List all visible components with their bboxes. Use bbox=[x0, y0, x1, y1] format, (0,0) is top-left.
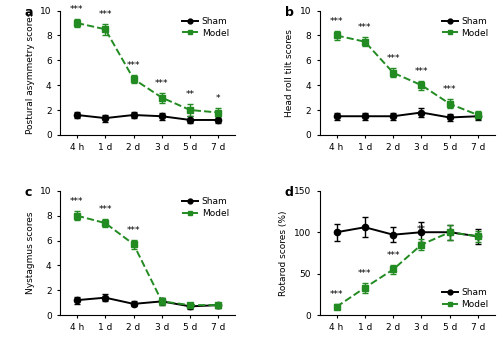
Text: ***: *** bbox=[127, 226, 140, 235]
Text: **: ** bbox=[417, 225, 426, 234]
Text: ***: *** bbox=[330, 17, 344, 26]
Text: ***: *** bbox=[70, 197, 84, 206]
Text: ***: *** bbox=[330, 290, 344, 299]
Legend: Sham, Model: Sham, Model bbox=[440, 286, 490, 310]
Y-axis label: Postural asymmetry scores: Postural asymmetry scores bbox=[26, 12, 35, 134]
Text: c: c bbox=[25, 186, 32, 199]
Y-axis label: Head roll tilt scores: Head roll tilt scores bbox=[285, 29, 294, 117]
Legend: Sham, Model: Sham, Model bbox=[440, 15, 490, 39]
Y-axis label: Rotarod scores (%): Rotarod scores (%) bbox=[280, 210, 288, 296]
Legend: Sham, Model: Sham, Model bbox=[180, 15, 231, 39]
Text: ***: *** bbox=[98, 10, 112, 19]
Legend: Sham, Model: Sham, Model bbox=[180, 195, 231, 219]
Text: ***: *** bbox=[443, 86, 456, 95]
Text: ***: *** bbox=[386, 251, 400, 259]
Text: ***: *** bbox=[358, 23, 372, 32]
Text: ***: *** bbox=[358, 269, 372, 278]
Text: ***: *** bbox=[414, 67, 428, 76]
Text: ***: *** bbox=[127, 61, 140, 70]
Text: ***: *** bbox=[386, 55, 400, 63]
Y-axis label: Nystagmus scores: Nystagmus scores bbox=[26, 212, 35, 294]
Text: a: a bbox=[25, 6, 34, 19]
Text: ***: *** bbox=[98, 205, 112, 214]
Text: *: * bbox=[216, 94, 220, 103]
Text: **: ** bbox=[186, 91, 194, 99]
Text: d: d bbox=[284, 186, 294, 199]
Text: b: b bbox=[284, 6, 294, 19]
Text: ***: *** bbox=[70, 5, 84, 14]
Text: ***: *** bbox=[155, 79, 168, 88]
